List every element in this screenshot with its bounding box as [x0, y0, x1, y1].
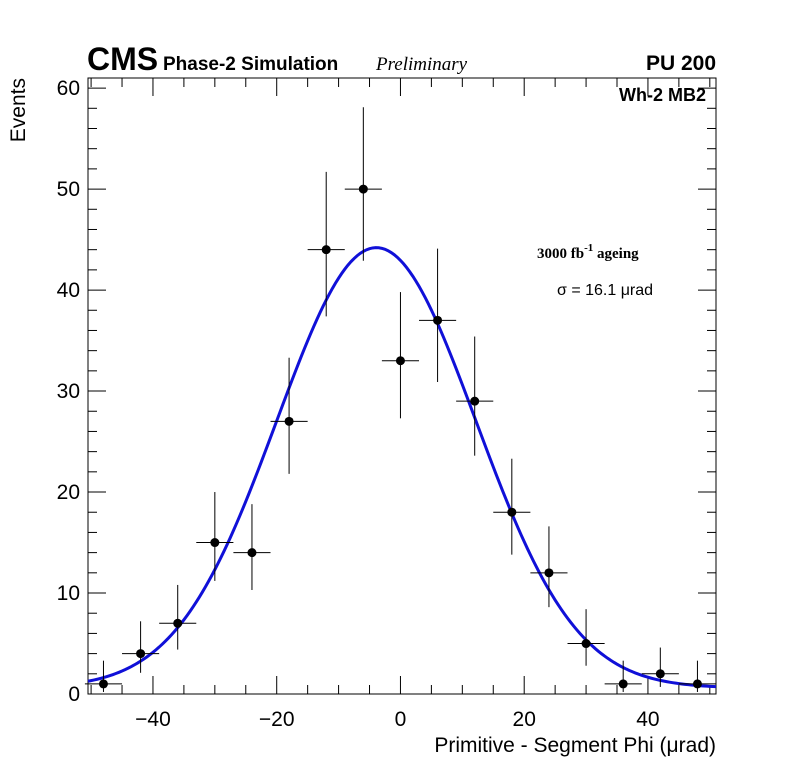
data-point: [344, 107, 382, 261]
point-marker: [470, 396, 480, 406]
y-tick-label: 20: [57, 481, 80, 504]
data-point: [381, 292, 420, 419]
point-marker: [544, 568, 554, 578]
point-marker: [655, 669, 665, 679]
sigma-label: σ = 16.1 μrad: [557, 282, 653, 299]
y-axis: 0 10 20 30 40 50 60: [57, 77, 716, 706]
pileup-label: PU 200: [646, 52, 716, 75]
x-tick-label: 20: [513, 708, 536, 731]
data-point: [84, 660, 123, 692]
point-marker: [210, 538, 220, 548]
data-point: [604, 660, 642, 692]
x-axis-title: Primitive - Segment Phi (μrad): [434, 734, 716, 757]
point-marker: [98, 679, 108, 689]
gaussian-fit-curve: [87, 246, 717, 689]
data-point: [530, 526, 568, 608]
cms-label: CMS: [87, 41, 158, 77]
point-marker: [581, 639, 591, 649]
data-point: [493, 458, 531, 555]
ageing-label: 3000 fb-1 ageing: [537, 242, 639, 262]
x-tick-label: −20: [259, 708, 295, 731]
data-point: [233, 504, 271, 590]
point-marker: [136, 649, 146, 659]
point-marker: [618, 679, 628, 689]
data-point: [122, 621, 160, 673]
data-point: [307, 171, 345, 317]
point-marker: [284, 416, 294, 426]
y-tick-label: 50: [57, 178, 80, 201]
data-point: [456, 336, 494, 456]
point-marker: [358, 184, 368, 194]
plot-frame: [87, 77, 717, 695]
point-marker: [433, 315, 443, 325]
data-point: [419, 248, 457, 382]
phase2-simulation-label: Phase-2 Simulation: [163, 54, 338, 75]
data-point: [270, 357, 308, 474]
data-point: [641, 647, 679, 687]
y-axis-title: Events: [7, 78, 30, 142]
x-tick-label: −40: [135, 708, 171, 731]
ageing-prefix: 3000 fb: [537, 246, 584, 262]
x-axis: −40 −20 0 20 40: [90, 78, 711, 731]
y-tick-label: 40: [57, 279, 80, 302]
point-marker: [247, 548, 257, 558]
data-point: [196, 492, 234, 581]
x-tick-label: 40: [636, 708, 659, 731]
data-point: [678, 660, 716, 692]
point-marker: [173, 618, 183, 628]
point-marker: [692, 679, 702, 689]
y-tick-label: 60: [57, 77, 80, 100]
preliminary-label: Preliminary: [375, 54, 468, 75]
x-tick-label: 0: [395, 708, 407, 731]
point-marker: [395, 356, 405, 366]
point-marker: [321, 245, 331, 255]
data-point: [567, 609, 605, 666]
ageing-suffix: ageing: [593, 246, 639, 262]
y-tick-label: 30: [57, 380, 80, 403]
data-point: [159, 584, 197, 650]
y-tick-label: 0: [68, 683, 80, 706]
ageing-exponent: -1: [584, 242, 593, 254]
station-label: Wh-2 MB2: [619, 85, 706, 105]
y-tick-label: 10: [57, 582, 80, 605]
point-marker: [507, 507, 517, 517]
data-points: [84, 107, 716, 692]
